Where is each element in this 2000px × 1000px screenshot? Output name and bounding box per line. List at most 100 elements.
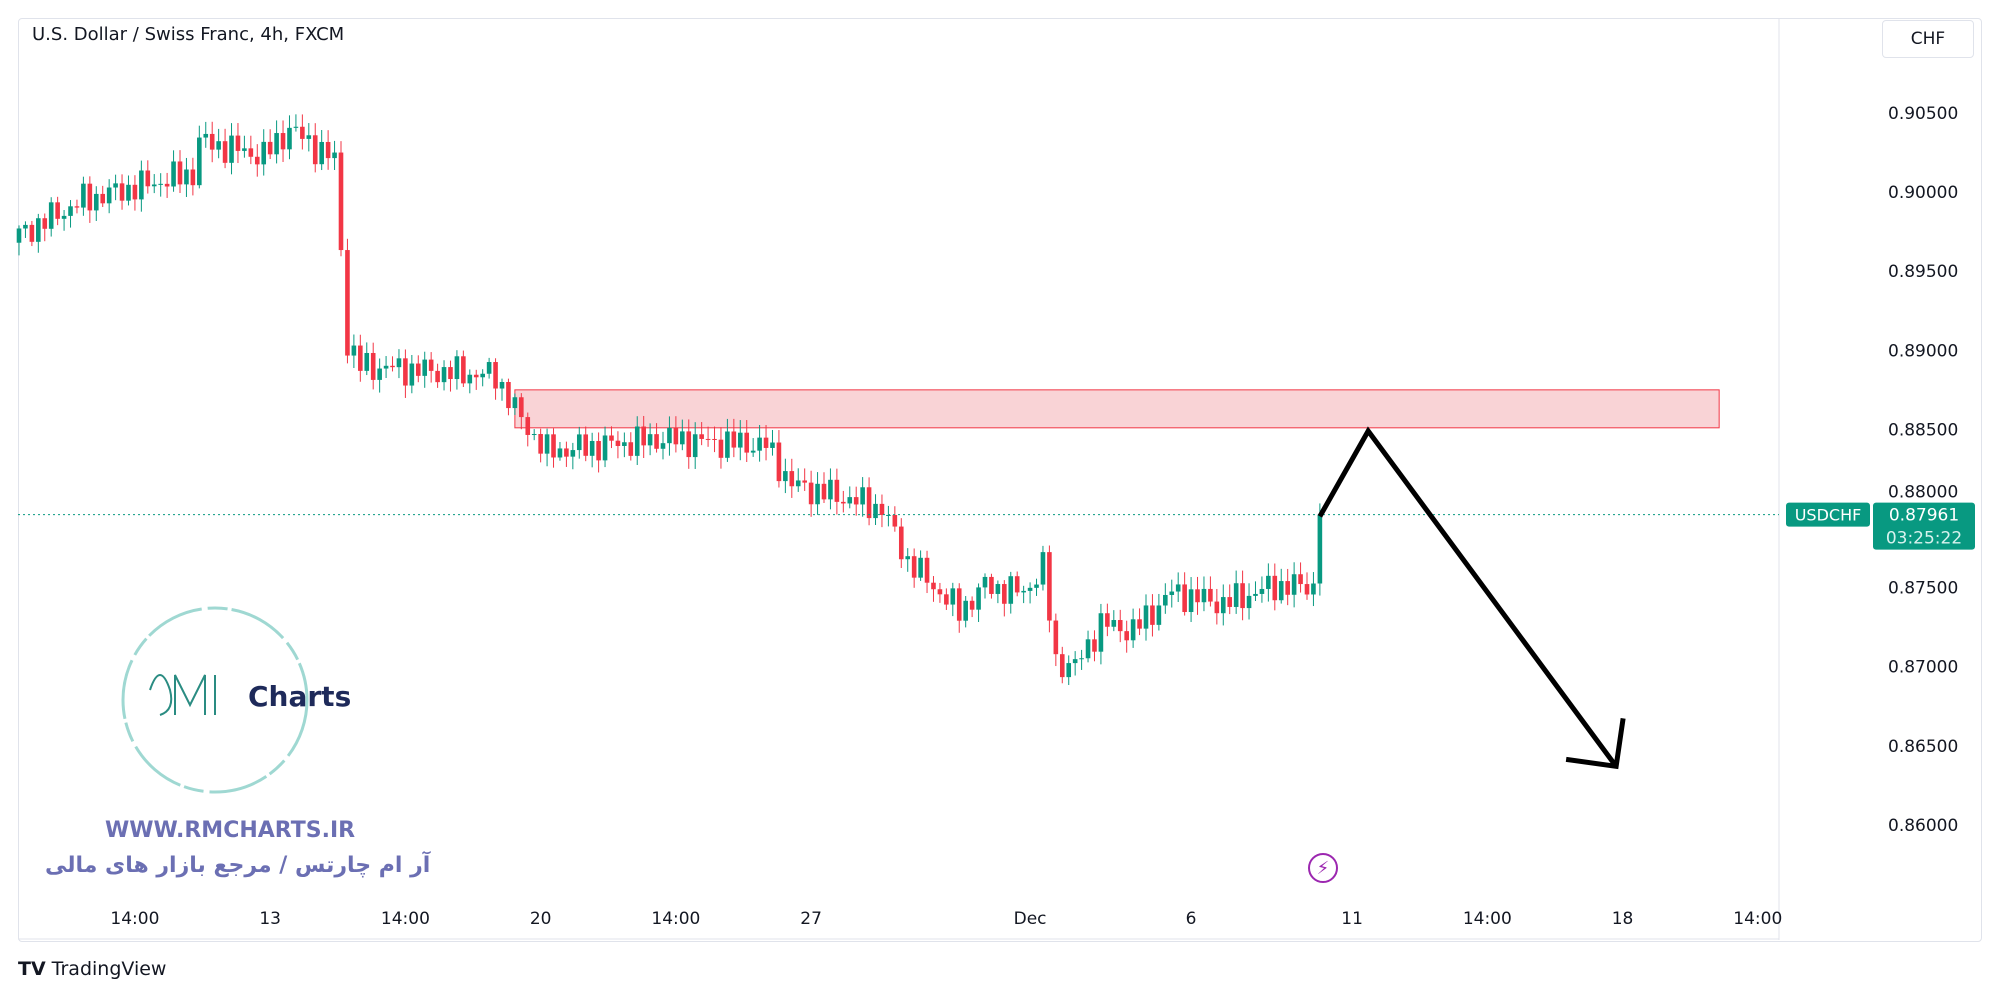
currency-button[interactable]: CHF — [1882, 20, 1974, 58]
candle — [564, 441, 569, 467]
candle-body — [145, 170, 151, 187]
candle — [699, 422, 704, 446]
candle-body — [370, 352, 376, 380]
candle-body — [319, 141, 324, 165]
candle — [821, 472, 827, 503]
candle-body — [982, 576, 988, 588]
candle — [473, 369, 479, 390]
candle — [744, 420, 750, 463]
candle — [145, 160, 151, 194]
candle-body — [712, 438, 717, 440]
candle-body — [1117, 620, 1123, 632]
candle-body — [731, 431, 737, 448]
candle — [1169, 579, 1175, 608]
candle-body — [1059, 654, 1065, 678]
candle — [1085, 630, 1091, 663]
candle-body — [293, 126, 299, 128]
candle — [267, 129, 273, 160]
candle — [390, 356, 395, 372]
candle — [750, 438, 756, 457]
candle — [119, 174, 125, 210]
candle-body — [750, 450, 756, 453]
candle — [1027, 582, 1033, 604]
candle — [1079, 649, 1084, 670]
candle — [499, 378, 505, 401]
symbol-badge — [1786, 502, 1870, 527]
candle — [1098, 603, 1104, 665]
tradingview-logo-icon: TV — [18, 958, 46, 980]
candle — [557, 442, 563, 461]
candle — [898, 518, 904, 568]
candle — [229, 123, 234, 175]
candle-body — [918, 557, 923, 578]
candle-body — [267, 141, 273, 155]
candle-body — [139, 170, 144, 200]
watermark-url: WWW.RMCHARTS.IR — [105, 818, 356, 843]
candle — [280, 120, 286, 162]
candle — [1117, 609, 1123, 643]
candle — [886, 505, 891, 527]
candle — [680, 419, 685, 451]
x-tick-label: 14:00 — [110, 909, 159, 929]
candle-body — [1002, 584, 1007, 604]
candle — [106, 179, 112, 214]
candle-body — [16, 228, 22, 243]
candle-body — [1311, 583, 1316, 595]
candle — [589, 432, 595, 468]
candle — [712, 426, 717, 453]
candle — [1175, 572, 1181, 603]
candle — [139, 160, 144, 212]
candle — [338, 141, 344, 257]
candle-body — [641, 426, 646, 446]
y-tick-label: 0.87000 — [1888, 658, 1958, 678]
candle — [686, 419, 692, 469]
candle — [551, 428, 556, 468]
candle-body — [1266, 575, 1271, 589]
candle — [209, 121, 215, 163]
candle-body — [345, 250, 350, 356]
candle — [931, 576, 936, 602]
candle-body — [512, 397, 518, 409]
candle-body — [1105, 613, 1110, 627]
candle-body — [564, 448, 569, 457]
candle-body — [667, 427, 672, 444]
candle — [956, 583, 962, 633]
candle-body — [312, 135, 318, 165]
lightning-icon[interactable]: ⚡ — [1308, 853, 1338, 883]
candle-body — [821, 483, 827, 500]
candle — [1253, 581, 1258, 602]
candle — [725, 418, 730, 462]
candle — [345, 238, 350, 364]
candle — [1021, 585, 1026, 604]
candle — [525, 412, 531, 447]
x-tick-label: 11 — [1341, 909, 1363, 929]
candle — [403, 349, 408, 398]
candle — [628, 432, 634, 461]
candle — [1156, 593, 1162, 631]
candle — [937, 582, 943, 603]
tradingview-brand[interactable]: TV TradingView — [18, 958, 166, 980]
candle-body — [100, 193, 106, 204]
candle — [164, 172, 170, 198]
candle-body — [68, 206, 73, 216]
candle — [1137, 608, 1142, 636]
price-badge — [1873, 502, 1975, 550]
candle-body — [660, 443, 666, 449]
candle — [1072, 651, 1078, 676]
candle — [609, 426, 614, 449]
candle-body — [113, 183, 118, 188]
candle-body — [531, 434, 537, 436]
candle — [789, 458, 795, 498]
candle-body — [203, 133, 209, 138]
candle-body — [300, 126, 305, 139]
candle — [757, 424, 762, 462]
candle — [312, 123, 318, 173]
candle-body — [776, 442, 782, 482]
candle-body — [725, 431, 730, 458]
candle-body — [898, 526, 904, 560]
candle-body — [1227, 597, 1233, 607]
candle-body — [151, 184, 157, 187]
candle — [731, 418, 737, 458]
candle-body — [242, 148, 247, 151]
